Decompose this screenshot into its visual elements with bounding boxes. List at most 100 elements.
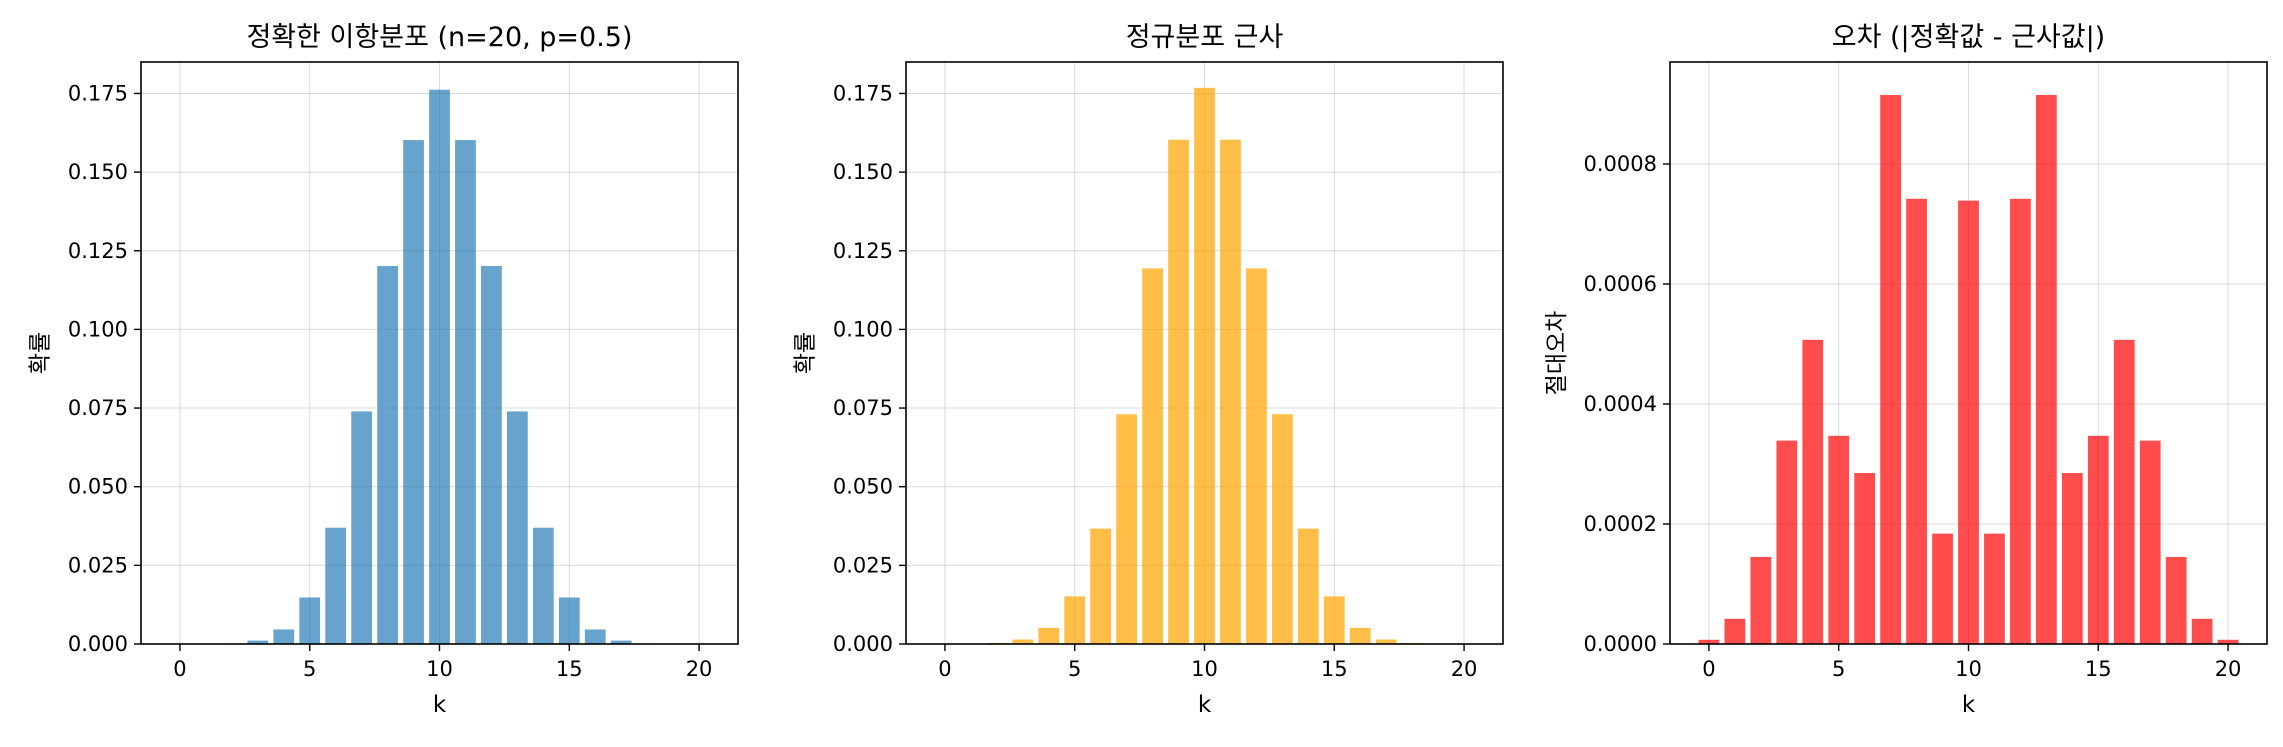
x-tick-label: 20	[2215, 657, 2242, 681]
x-tick-label: 20	[1451, 657, 1478, 681]
bar-k-5	[299, 597, 321, 644]
x-tick-label: 15	[2085, 657, 2112, 681]
bar-k-15	[1323, 596, 1345, 644]
x-axis-label: k	[1962, 692, 1976, 718]
y-tick-label: 0.0000	[1584, 632, 1657, 656]
bar-k-14	[2061, 473, 2083, 644]
bar-k-5	[1828, 435, 1850, 644]
y-tick-label: 0.0002	[1584, 512, 1657, 536]
y-tick-label: 0.0004	[1584, 392, 1657, 416]
y-tick-label: 0.0006	[1584, 272, 1657, 296]
y-tick-label: 0.075	[68, 396, 128, 420]
bar-k-1	[1724, 618, 1746, 644]
bar-k-3	[247, 640, 269, 644]
bar-k-6	[1090, 528, 1112, 644]
bar-k-8	[1142, 268, 1163, 644]
y-tick-label: 0.075	[833, 396, 893, 420]
y-tick-label: 0.0008	[1584, 152, 1657, 176]
y-tick-label: 0.100	[68, 317, 128, 341]
x-axis-label: k	[1198, 692, 1212, 718]
x-tick-label: 15	[556, 657, 583, 681]
x-tick-label: 15	[1321, 657, 1348, 681]
bar-k-4	[1038, 627, 1060, 644]
bar-k-16	[1349, 627, 1371, 644]
y-tick-label: 0.025	[833, 553, 893, 577]
bar-k-10	[1958, 200, 1979, 644]
bar-k-3	[1012, 639, 1034, 644]
y-tick-label: 0.000	[68, 632, 128, 656]
y-tick-label: 0.175	[68, 81, 128, 105]
bar-k-11	[1984, 533, 2005, 644]
chart-panel-1: 0 5 10 15 20 0.000 0.025 0.050 0.075 0.100 0.125 0.…	[28, 22, 739, 718]
x-tick-label: 20	[686, 657, 713, 681]
chart-title: 정확한 이항분포 (n=20, p=0.5)	[246, 22, 632, 53]
y-axis-label: 절대오차	[1544, 311, 1570, 396]
bar-k-8	[377, 266, 398, 644]
bar-k-13	[2035, 95, 2057, 644]
bar-k-14	[1297, 528, 1319, 644]
x-tick-label: 5	[1068, 657, 1081, 681]
x-tick-label: 10	[1191, 657, 1218, 681]
y-axis-label: 확률	[28, 332, 54, 374]
y-tick-label: 0.025	[68, 553, 128, 577]
bar-k-15	[558, 597, 580, 644]
y-tick-label: 0.050	[68, 475, 128, 499]
bar-k-5	[1064, 596, 1086, 644]
bar-k-12	[1246, 268, 1267, 644]
x-tick-label: 0	[938, 657, 951, 681]
bar-k-12	[481, 266, 502, 644]
bar-k-17	[2139, 440, 2161, 644]
chart-title: 정규분포 근사	[1126, 22, 1284, 53]
bar-k-16	[2113, 339, 2135, 644]
x-tick-label: 0	[1702, 657, 1715, 681]
bar-k-10	[429, 89, 450, 644]
chart-panel-3: 0 5 10 15 20 0.0000 0.0002 0.0004 0.0006 0.0008 오차…	[1544, 22, 2268, 718]
chart-panel-2: 0 5 10 15 20 0.000 0.025 0.050 0.075 0.100 0.125 0.…	[793, 22, 1504, 718]
bar-k-15	[2087, 435, 2109, 644]
bar-k-4	[273, 629, 295, 644]
bar-k-13	[1271, 414, 1293, 644]
bar-k-11	[455, 140, 476, 645]
bar-k-14	[532, 527, 554, 644]
bar-k-11	[1220, 139, 1241, 644]
bar-k-3	[1776, 440, 1798, 644]
bar-k-2	[1750, 557, 1772, 644]
bar-k-0	[1698, 639, 1720, 644]
x-tick-label: 10	[1955, 657, 1982, 681]
x-tick-label: 5	[1832, 657, 1845, 681]
y-tick-label: 0.050	[833, 475, 893, 499]
x-tick-label: 10	[426, 657, 453, 681]
bar-k-17	[1375, 639, 1397, 644]
y-tick-label: 0.100	[833, 317, 893, 341]
y-tick-label: 0.175	[833, 81, 893, 105]
bar-k-9	[1932, 533, 1953, 644]
bar-k-4	[1802, 339, 1824, 644]
bar-k-13	[506, 411, 528, 644]
bar-k-10	[1194, 87, 1215, 645]
x-axis-label: k	[433, 692, 447, 718]
y-tick-label: 0.125	[68, 239, 128, 263]
y-tick-label: 0.150	[68, 160, 128, 184]
x-tick-label: 0	[173, 657, 186, 681]
bar-k-6	[1854, 473, 1876, 644]
y-tick-label: 0.000	[833, 632, 893, 656]
y-tick-label: 0.125	[833, 239, 893, 263]
bar-k-8	[1906, 198, 1927, 645]
y-axis-label: 확률	[793, 332, 819, 374]
x-tick-label: 5	[303, 657, 316, 681]
bar-k-12	[2010, 198, 2031, 645]
bar-k-19	[2191, 618, 2213, 644]
bar-k-20	[2217, 639, 2239, 644]
bar-k-7	[351, 411, 373, 644]
bar-k-17	[610, 640, 632, 644]
chart-title: 오차 (|정확값 - 근사값|)	[1832, 22, 2105, 53]
bar-k-9	[403, 140, 424, 645]
bar-k-18	[2165, 557, 2187, 644]
bar-k-6	[325, 527, 347, 644]
bar-k-16	[584, 629, 606, 644]
bar-k-9	[1168, 139, 1189, 644]
bar-k-7	[1116, 414, 1138, 644]
bar-k-7	[1880, 95, 1902, 644]
y-tick-label: 0.150	[833, 160, 893, 184]
